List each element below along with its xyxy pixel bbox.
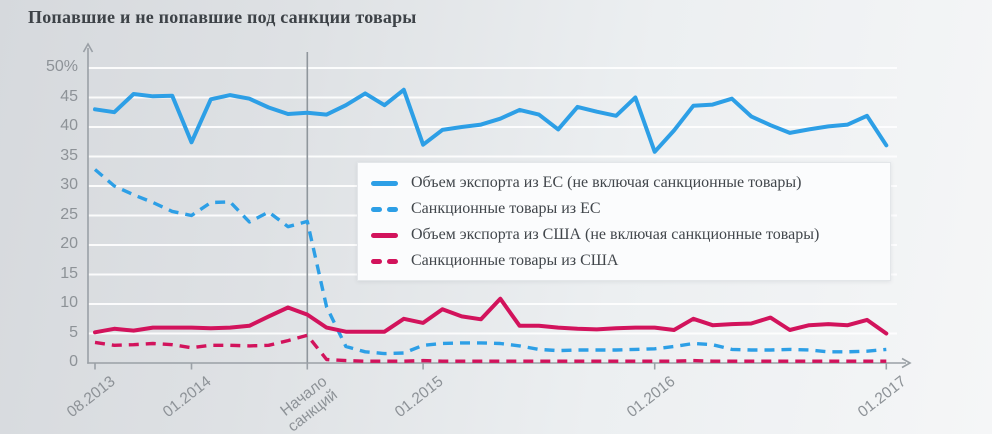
- legend-swatch-solid-line: [371, 180, 398, 186]
- legend-item: Санкционные товары из США: [371, 248, 880, 274]
- y-tick-label: 40: [60, 117, 78, 134]
- legend-item: Объем экспорта из ЕС (не включая санкцио…: [371, 170, 880, 196]
- y-tick-label: 10: [60, 294, 78, 311]
- legend-label: Объем экспорта из ЕС (не включая санкцио…: [411, 174, 802, 191]
- y-tick-label: 15: [60, 264, 78, 282]
- legend-item: Санкционные товары из ЕС: [371, 196, 880, 222]
- series-line-us-total: [93, 296, 889, 336]
- legend-label: Санкционные товары из США: [411, 252, 619, 269]
- legend-label: Объем экспорта из США (не включая санкци…: [411, 226, 820, 243]
- x-axis-arrow: [901, 357, 912, 369]
- y-tick-label: 0: [69, 353, 78, 370]
- legend-swatch-dashed-line: [371, 206, 398, 212]
- series-line-eu-total: [93, 87, 889, 154]
- y-tick-label: 30: [60, 176, 78, 193]
- legend-item: Объем экспорта из США (не включая санкци…: [371, 222, 880, 248]
- series-line-us-sanctioned: [94, 333, 887, 363]
- y-axis-arrow: [82, 42, 94, 53]
- series-line-eu-sanctioned: [93, 168, 887, 356]
- y-tick-label: 45: [60, 87, 78, 105]
- y-tick-label: 5: [69, 323, 78, 341]
- y-tick-label: 50%: [45, 58, 78, 75]
- chart-title: Попавшие и не попавшие под санкции товар…: [28, 7, 417, 27]
- legend-label: Санкционные товары из ЕС: [411, 200, 601, 217]
- y-tick-label: 20: [60, 235, 78, 252]
- y-tick-label: 35: [60, 146, 78, 164]
- y-tick-label: 25: [60, 205, 78, 223]
- legend-swatch-solid-line: [371, 232, 398, 238]
- legend-box: Объем экспорта из ЕС (не включая санкцио…: [357, 162, 891, 281]
- legend-swatch-dashed-line: [371, 258, 398, 264]
